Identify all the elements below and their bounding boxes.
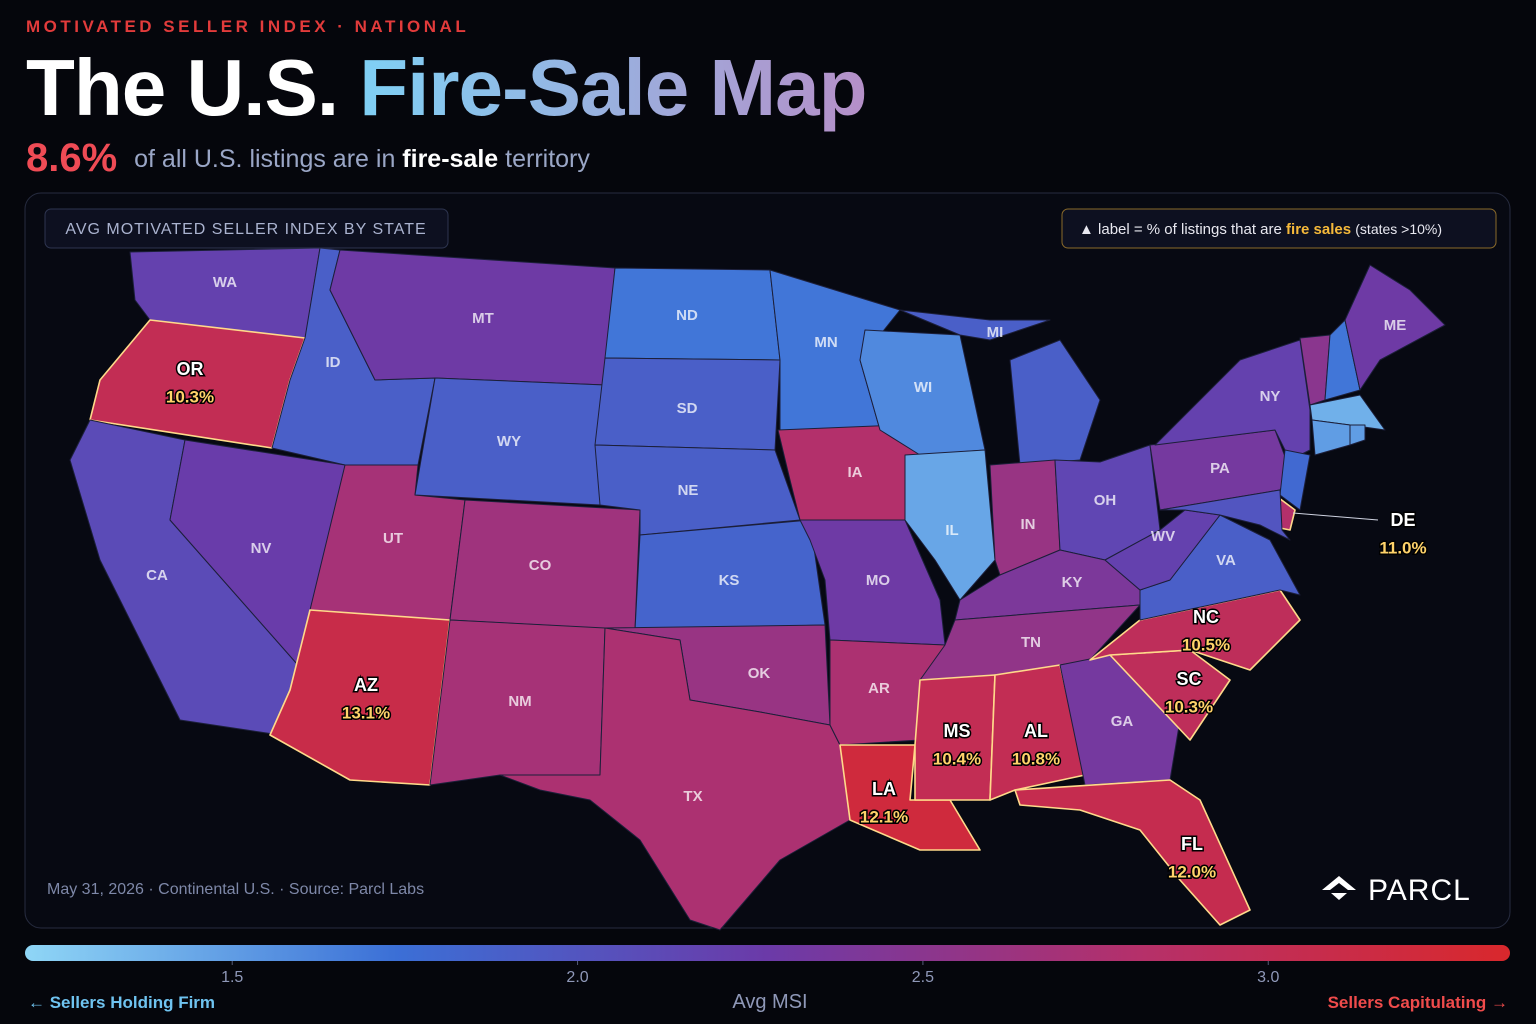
fire-sale-label: 10.8% bbox=[1012, 749, 1060, 768]
fire-sale-label: 12.0% bbox=[1168, 862, 1216, 881]
state-abbr: KS bbox=[719, 572, 740, 589]
state bbox=[1344, 264, 1446, 391]
state bbox=[899, 309, 1101, 466]
note: ▲ label = % of listings that are fire sa… bbox=[1079, 221, 1442, 238]
state-abbr: IN bbox=[1021, 516, 1036, 533]
state-abbr: MT bbox=[472, 310, 494, 327]
fire-sale-label: 10.3% bbox=[166, 387, 214, 406]
state-labels: WA OR 10.3% CA ID NV UT AZ 13.1% MT WY CO NM ND SD NE KS… bbox=[146, 274, 1428, 883]
left-label: ← Sellers Holding Firm bbox=[28, 993, 215, 1012]
title-b: Fire-Sale Map bbox=[359, 43, 867, 132]
fire-sale-label: 13.1% bbox=[342, 703, 390, 722]
fire-sale-label: 11.0% bbox=[1379, 538, 1426, 557]
state-abbr: OH bbox=[1094, 492, 1117, 509]
state-abbr: GA bbox=[1111, 713, 1134, 730]
state-abbr: AL bbox=[1024, 721, 1048, 741]
color-tick-label: 3.0 bbox=[1257, 969, 1279, 986]
stat-value: 8.6% bbox=[26, 136, 118, 180]
states bbox=[69, 247, 1446, 931]
state-abbr: MN bbox=[814, 334, 837, 351]
state-abbr: NC bbox=[1193, 607, 1219, 627]
state-abbr: SD bbox=[677, 400, 698, 417]
note-b: fire sales bbox=[1286, 221, 1351, 238]
state-abbr: WA bbox=[213, 274, 237, 291]
state-abbr: CO bbox=[529, 557, 552, 574]
state-abbr: WI bbox=[914, 379, 932, 396]
color-tick-label: 2.5 bbox=[912, 969, 934, 986]
state bbox=[1159, 489, 1291, 541]
state bbox=[1309, 394, 1386, 431]
state-abbr: NM bbox=[508, 693, 531, 710]
logo: PARCL bbox=[1368, 874, 1471, 907]
state-abbr: DE bbox=[1390, 510, 1415, 530]
state-abbr: ND bbox=[676, 307, 698, 324]
note-box bbox=[1061, 208, 1497, 249]
state-abbr: OR bbox=[177, 359, 204, 379]
stat-text: of all U.S. listings are in bbox=[134, 145, 396, 173]
state bbox=[839, 744, 981, 851]
state bbox=[989, 664, 1086, 801]
state-abbr: MI bbox=[987, 324, 1004, 341]
right-label: Sellers Capitulating → bbox=[1328, 993, 1508, 1012]
note-c: (states >10%) bbox=[1355, 221, 1442, 237]
state-abbr: OK bbox=[748, 665, 771, 682]
state-abbr: NE bbox=[678, 482, 699, 499]
color-bar bbox=[25, 945, 1510, 961]
color-tick-label: 1.5 bbox=[221, 969, 243, 986]
kicker: MOTIVATED SELLER INDEX · NATIONAL bbox=[26, 17, 470, 36]
color-tick-label: 2.0 bbox=[566, 969, 588, 986]
state bbox=[1154, 339, 1311, 461]
scale-title: Avg MSI bbox=[732, 991, 807, 1013]
panel-label: AVG MOTIVATED SELLER INDEX BY STATE bbox=[65, 221, 426, 238]
state-abbr: NY bbox=[1260, 388, 1281, 405]
state bbox=[914, 674, 996, 801]
state-abbr: IA bbox=[848, 464, 863, 481]
fire-sale-label: 10.5% bbox=[1182, 635, 1230, 654]
state bbox=[1014, 779, 1251, 926]
panel-label-box bbox=[44, 208, 449, 249]
state-abbr: FL bbox=[1181, 834, 1203, 854]
footer: May 31, 2026 · Continental U.S. · Source… bbox=[47, 881, 424, 898]
title-a: The U.S. bbox=[26, 43, 339, 132]
note-a: ▲ label = % of listings that are bbox=[1079, 221, 1282, 238]
callout-line bbox=[1292, 512, 1379, 521]
state-abbr: TX bbox=[683, 788, 702, 805]
state bbox=[499, 627, 851, 931]
state-abbr: WV bbox=[1151, 528, 1175, 545]
stat-line: 8.6% of all U.S. listings are in fire-sa… bbox=[26, 136, 590, 181]
state bbox=[1349, 424, 1366, 446]
logo-icon bbox=[1322, 876, 1356, 900]
state-abbr: AZ bbox=[354, 675, 378, 695]
state bbox=[1279, 449, 1311, 511]
state-abbr: IL bbox=[945, 522, 958, 539]
state-abbr: UT bbox=[383, 530, 403, 547]
state-abbr: ME bbox=[1384, 317, 1407, 334]
stat-text-end: territory bbox=[505, 145, 590, 173]
state-abbr: PA bbox=[1210, 460, 1230, 477]
state-abbr: MO bbox=[866, 572, 890, 589]
state-abbr: MS bbox=[944, 721, 971, 741]
color-ticks: 1.5 2.0 2.5 3.0 bbox=[221, 961, 1279, 986]
state-abbr: SC bbox=[1176, 669, 1201, 689]
state-abbr: AR bbox=[868, 680, 890, 697]
fire-sale-label: 12.1% bbox=[860, 807, 908, 826]
state-abbr: KY bbox=[1062, 574, 1083, 591]
state-abbr: NV bbox=[251, 540, 272, 557]
state-abbr: CA bbox=[146, 567, 168, 584]
state-abbr: TN bbox=[1021, 634, 1041, 651]
stat-emph: fire-sale bbox=[402, 145, 499, 173]
fire-sale-label: 10.3% bbox=[1165, 697, 1213, 716]
state-abbr: WY bbox=[497, 433, 521, 450]
title: The U.S. Fire-Sale Map bbox=[26, 42, 867, 134]
state-abbr: LA bbox=[872, 779, 896, 799]
state-abbr: VA bbox=[1216, 552, 1236, 569]
fire-sale-label: 10.4% bbox=[933, 749, 981, 768]
state-abbr: ID bbox=[326, 354, 341, 371]
